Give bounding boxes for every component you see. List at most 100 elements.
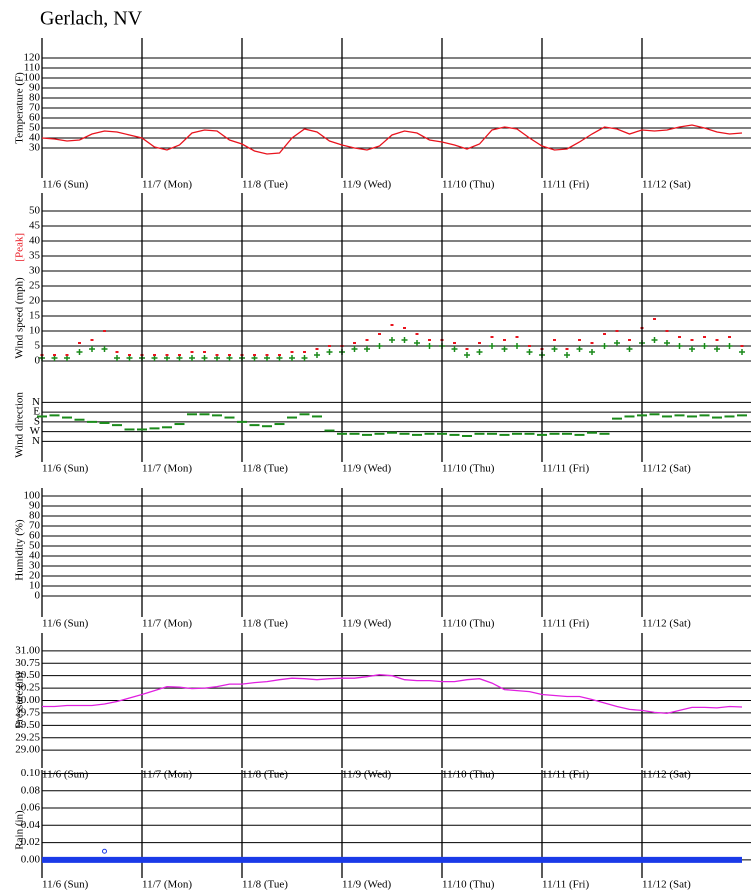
x-tick-label: 11/12 (Sat) — [642, 618, 691, 630]
peak-mark — [578, 339, 581, 341]
direction-mark — [562, 432, 572, 435]
y-tick-label: 60 — [29, 112, 41, 124]
y-tick-label: 30.75 — [15, 657, 40, 669]
direction-mark — [62, 416, 72, 419]
wind-mark — [701, 343, 708, 349]
peak-mark — [715, 339, 719, 341]
peak-mark — [740, 345, 744, 347]
x-tick-label: 11/11 (Fri) — [542, 879, 589, 891]
direction-mark — [362, 433, 372, 436]
y-tick-label: 0.04 — [21, 819, 41, 831]
x-tick-label: 11/12 (Sat) — [642, 179, 691, 191]
y-tick-label: 110 — [24, 62, 41, 74]
direction-mark — [374, 432, 385, 435]
y-tick-label: 29.50 — [15, 719, 40, 731]
wind-mark — [551, 346, 558, 352]
peak-mark — [403, 327, 406, 329]
y-tick-label: 30.50 — [15, 669, 40, 681]
y-axis-label: Rain (in) — [14, 810, 26, 850]
wind-mark — [689, 346, 695, 352]
y-tick-label: 30.25 — [15, 682, 40, 694]
peak-mark — [315, 348, 319, 350]
x-tick-label: 11/6 (Sun) — [42, 879, 89, 891]
x-tick-label: 11/6 (Sun) — [42, 618, 89, 630]
y-axis-label: Temperature (F) — [14, 72, 26, 144]
peak-mark — [528, 345, 531, 347]
peak-mark — [78, 342, 81, 344]
y-tick-label: 80 — [29, 92, 41, 104]
y-tick-label: W — [30, 425, 41, 437]
peak-mark — [453, 342, 456, 344]
peak-mark — [215, 354, 219, 356]
x-tick-label: 11/6 (Sun) — [42, 769, 89, 781]
direction-mark — [37, 415, 47, 418]
x-tick-label: 11/8 (Tue) — [242, 179, 288, 191]
y-axis-label: Wind speed (mph) — [14, 277, 26, 359]
direction-mark — [74, 418, 85, 421]
peak-mark — [428, 339, 431, 341]
y-tick-label: N — [32, 396, 40, 408]
direction-mark — [599, 432, 610, 435]
x-tick-label: 11/6 (Sun) — [42, 463, 89, 475]
x-tick-label: 11/12 (Sat) — [642, 769, 691, 781]
peak-mark — [290, 351, 294, 353]
wind-mark — [576, 346, 583, 352]
direction-mark — [449, 433, 460, 436]
direction-mark — [262, 425, 272, 428]
peak-mark — [653, 318, 656, 320]
x-tick-label: 11/9 (Wed) — [342, 463, 391, 475]
y-tick-label: 29.75 — [15, 706, 40, 718]
wind-mark — [114, 355, 120, 361]
peak-mark — [128, 354, 131, 356]
peak-mark — [503, 339, 506, 341]
direction-mark — [487, 432, 497, 435]
y-tick-label: 30 — [29, 560, 41, 572]
direction-mark — [674, 414, 685, 417]
wind-mark — [651, 337, 658, 343]
peak-mark — [465, 348, 469, 350]
peak-mark — [90, 339, 94, 341]
direction-mark — [662, 415, 672, 418]
direction-mark — [612, 417, 622, 420]
y-tick-label: 40 — [29, 132, 41, 144]
direction-mark — [149, 427, 160, 430]
direction-mark — [724, 415, 735, 418]
peak-mark — [228, 354, 231, 356]
y-tick-label: 50 — [29, 122, 41, 134]
y-tick-label: 31.00 — [15, 644, 40, 656]
direction-mark — [337, 432, 347, 435]
wind-mark — [189, 355, 195, 361]
direction-mark — [112, 424, 122, 427]
legend-entry: [Peak] — [14, 233, 26, 262]
y-tick-label: 80 — [29, 510, 41, 522]
y-tick-label: 90 — [29, 500, 41, 512]
direction-mark — [212, 414, 222, 417]
peak-mark — [665, 330, 669, 332]
peak-mark — [415, 333, 419, 335]
peak-mark — [565, 348, 569, 350]
wind-mark — [564, 352, 570, 358]
y-tick-label: 100 — [24, 72, 41, 84]
peak-mark — [390, 324, 394, 326]
y-tick-label: 90 — [29, 82, 41, 94]
direction-mark — [687, 415, 697, 418]
peak-mark — [478, 342, 481, 344]
direction-mark — [474, 432, 485, 435]
x-tick-label: 11/7 (Mon) — [142, 879, 192, 891]
direction-mark — [274, 423, 285, 426]
y-tick-label: 0 — [35, 590, 41, 602]
x-tick-label: 11/9 (Wed) — [342, 879, 391, 891]
wind-mark — [489, 343, 495, 349]
peak-mark — [178, 354, 181, 356]
x-tick-label: 11/7 (Mon) — [142, 463, 192, 475]
x-tick-label: 11/10 (Thu) — [442, 463, 495, 475]
wind-mark — [351, 346, 358, 352]
y-tick-label: 20 — [29, 570, 41, 582]
series-line — [42, 674, 743, 715]
y-tick-label: 45 — [29, 220, 41, 232]
direction-mark — [462, 434, 472, 437]
peak-mark — [378, 333, 381, 335]
y-tick-label: 5 — [35, 340, 41, 352]
wind-mark — [401, 337, 408, 343]
wind-mark — [426, 343, 433, 349]
